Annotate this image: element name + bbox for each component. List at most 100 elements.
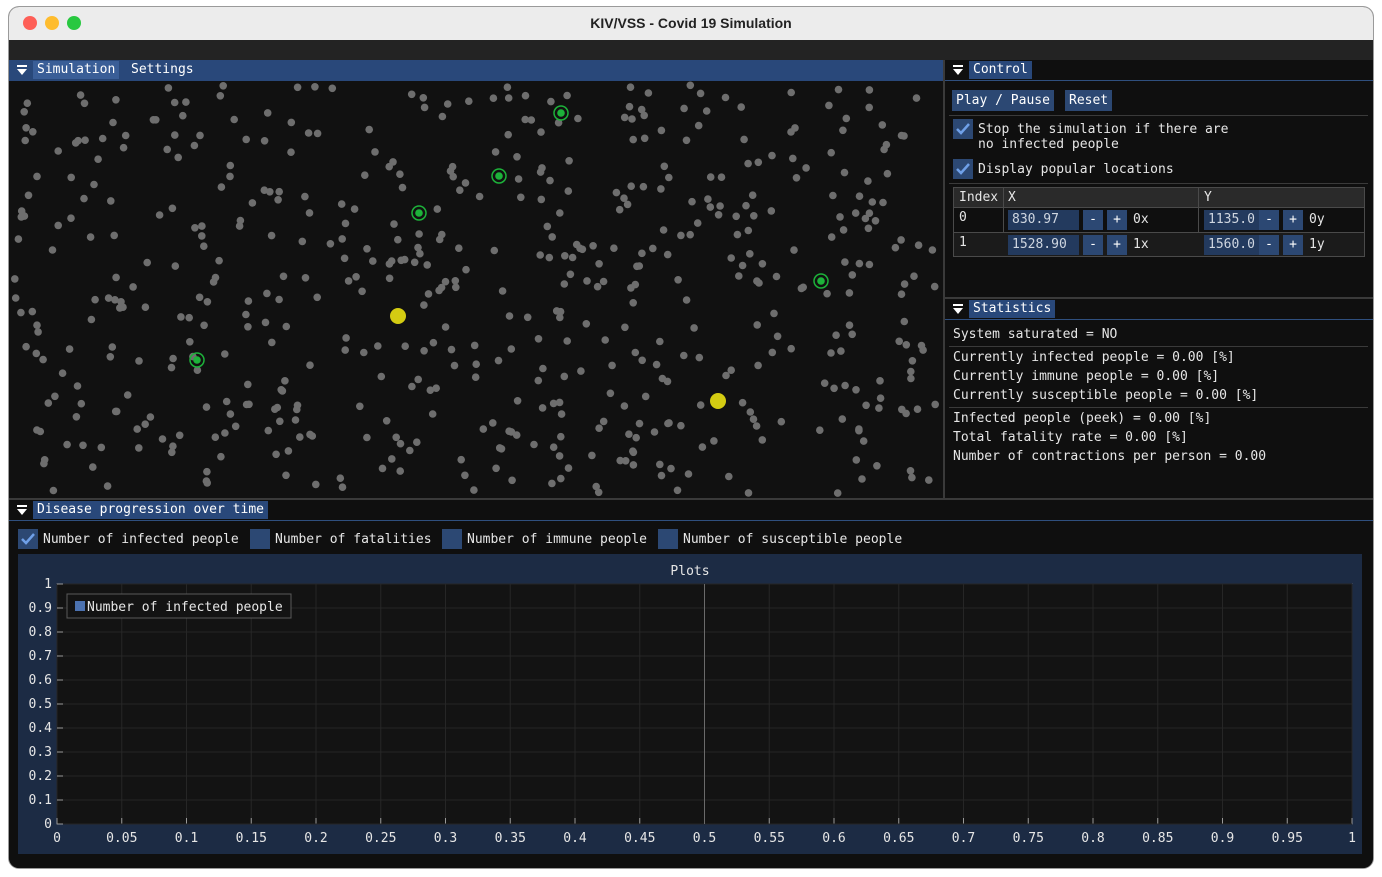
collapse-arrow-icon[interactable] bbox=[15, 63, 29, 77]
person-dot bbox=[287, 148, 295, 156]
tab-simulation[interactable]: Simulation bbox=[33, 61, 120, 79]
row-0-x-input[interactable]: 830.97 bbox=[1008, 210, 1079, 230]
x-tick-label: 0.45 bbox=[624, 831, 655, 846]
stat-saturated: System saturated = NO bbox=[953, 327, 1118, 342]
person-dot bbox=[177, 313, 185, 321]
person-dot bbox=[396, 170, 404, 178]
person-dot bbox=[203, 479, 211, 487]
collapse-arrow-icon[interactable] bbox=[15, 503, 29, 517]
person-dot bbox=[667, 464, 675, 473]
person-dot bbox=[104, 294, 113, 302]
collapse-arrow-icon[interactable] bbox=[951, 302, 965, 316]
y-tick-label: 0.7 bbox=[29, 649, 52, 664]
person-dot bbox=[640, 111, 648, 120]
person-dot bbox=[652, 360, 661, 369]
infected-person-dot bbox=[813, 273, 829, 289]
maximize-window-button[interactable] bbox=[67, 16, 81, 30]
row-0-index: 0 bbox=[959, 210, 967, 225]
person-dot bbox=[110, 231, 118, 240]
tab-settings[interactable]: Settings bbox=[127, 61, 198, 79]
minimize-window-button[interactable] bbox=[45, 16, 59, 30]
row-1-x-decrement-button[interactable]: - bbox=[1083, 235, 1103, 255]
divider bbox=[949, 115, 1368, 116]
play-pause-button[interactable]: Play / Pause bbox=[952, 90, 1054, 111]
person-dot bbox=[682, 136, 691, 145]
person-dot bbox=[195, 293, 204, 302]
infected-series-checkbox[interactable] bbox=[18, 529, 38, 549]
person-dot bbox=[143, 258, 151, 267]
person-dot bbox=[22, 342, 30, 351]
person-dot bbox=[452, 283, 460, 292]
close-window-button[interactable] bbox=[23, 16, 37, 30]
stop-simulation-checkbox[interactable] bbox=[953, 119, 973, 139]
person-dot bbox=[311, 83, 319, 91]
x-tick-label: 0.15 bbox=[236, 831, 267, 846]
person-dot bbox=[497, 445, 506, 453]
y-tick-label: 1 bbox=[44, 577, 52, 592]
row-1-y-decrement-button[interactable]: - bbox=[1259, 235, 1279, 255]
disease-plot[interactable]: 0 0.05 0.1 0.15 0.2 0.25 0.3 0.35 0.4 0.45 0.5 0.55… bbox=[18, 554, 1362, 854]
person-dot bbox=[855, 192, 864, 200]
person-dot bbox=[202, 403, 211, 411]
row-0-y-increment-button[interactable]: + bbox=[1283, 210, 1303, 230]
person-dot bbox=[226, 161, 235, 170]
row-1-x-increment-button[interactable]: + bbox=[1107, 235, 1127, 255]
divider bbox=[949, 183, 1368, 184]
row-0-x-decrement-button[interactable]: - bbox=[1083, 210, 1103, 230]
person-dot bbox=[615, 205, 624, 214]
plot-legend[interactable]: Number of infected people bbox=[66, 593, 292, 619]
x-tick-label: 1 bbox=[1348, 831, 1356, 846]
person-dot bbox=[577, 367, 585, 375]
person-dot bbox=[11, 294, 20, 302]
person-dot bbox=[837, 347, 845, 355]
person-dot bbox=[33, 172, 41, 181]
x-tick-label: 0.2 bbox=[304, 831, 327, 846]
person-dot bbox=[865, 103, 873, 112]
row-0-x-increment-button[interactable]: + bbox=[1107, 210, 1127, 230]
person-dot bbox=[242, 135, 250, 144]
person-dot bbox=[755, 279, 763, 287]
row-1-y-increment-button[interactable]: + bbox=[1283, 235, 1303, 255]
person-dot bbox=[557, 474, 565, 483]
row-0-y-decrement-button[interactable]: - bbox=[1259, 210, 1279, 230]
person-dot bbox=[917, 341, 926, 350]
person-dot bbox=[738, 398, 747, 407]
person-dot bbox=[505, 312, 514, 320]
susceptible-series-checkbox[interactable] bbox=[658, 529, 678, 549]
person-dot bbox=[897, 236, 905, 244]
person-dot bbox=[264, 426, 273, 435]
person-dot bbox=[744, 159, 752, 168]
person-dot bbox=[28, 307, 37, 316]
person-dot bbox=[135, 357, 143, 365]
row-0-y-input[interactable]: 1135.0 bbox=[1204, 210, 1260, 230]
fatalities-series-checkbox[interactable] bbox=[250, 529, 270, 549]
person-dot bbox=[698, 443, 707, 451]
person-dot bbox=[107, 197, 115, 205]
immune-series-checkbox[interactable] bbox=[442, 529, 462, 549]
simulation-canvas[interactable] bbox=[9, 81, 943, 498]
person-dot bbox=[827, 233, 836, 241]
person-dot bbox=[111, 407, 120, 416]
stat-fatality: Total fatality rate = 0.00 [%] bbox=[953, 430, 1188, 445]
row-1-x-input[interactable]: 1528.90 bbox=[1008, 235, 1079, 255]
person-dot bbox=[244, 323, 252, 331]
table-header bbox=[954, 188, 1364, 208]
collapse-arrow-icon[interactable] bbox=[951, 63, 965, 77]
reset-button[interactable]: Reset bbox=[1065, 90, 1113, 111]
person-dot bbox=[674, 276, 682, 284]
person-dot bbox=[112, 96, 120, 104]
person-dot bbox=[696, 89, 705, 98]
infected-person-dot bbox=[491, 168, 507, 184]
person-dot bbox=[413, 438, 421, 447]
person-dot bbox=[688, 197, 696, 206]
person-dot bbox=[465, 97, 473, 105]
person-dot bbox=[326, 240, 335, 248]
person-dot bbox=[508, 476, 516, 485]
person-dot bbox=[216, 92, 225, 100]
display-locations-checkbox[interactable] bbox=[953, 159, 973, 179]
row-1-y-input[interactable]: 1560.0 bbox=[1204, 235, 1260, 255]
person-dot bbox=[582, 320, 591, 328]
person-dot bbox=[472, 360, 481, 369]
person-dot bbox=[141, 303, 150, 311]
person-dot bbox=[561, 252, 569, 260]
